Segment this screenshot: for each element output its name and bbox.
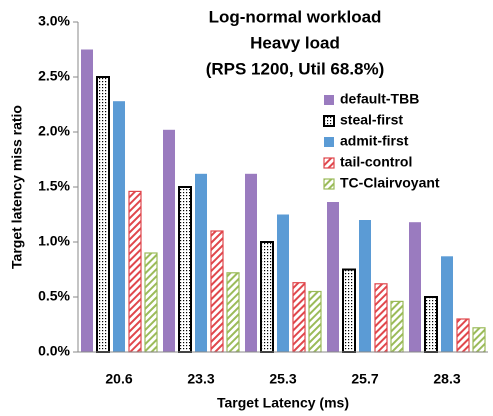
bar [128,190,142,353]
legend-swatch [324,137,334,147]
bar [472,327,486,353]
x-tick-label: 20.6 [105,371,132,387]
x-tick-label: 28.3 [433,371,460,387]
bar [277,214,289,352]
legend-label: tail-control [340,154,412,170]
legend-label: admit-first [340,133,409,149]
chart-title: (RPS 1200, Util 68.8%) [206,59,385,78]
bar [308,290,322,353]
y-tick-label: 1.5% [38,178,70,194]
bar [96,76,110,353]
legend-label: TC-Clairvoyant [340,175,440,191]
bar [163,129,175,352]
bar [424,296,438,353]
legend-swatch [324,95,334,105]
x-tick-label: 25.3 [269,371,296,387]
bar [374,283,388,353]
legend-box [318,88,488,202]
y-tick-label: 0.0% [38,343,70,359]
bar [292,282,306,353]
y-tick-label: 3.0% [38,13,70,29]
legend-label: steal-first [340,112,403,128]
bar [245,173,257,352]
chart-title: Log-normal workload [209,7,382,26]
x-axis-label: Target Latency (ms) [217,395,349,411]
legend-label: default-TBB [340,91,419,107]
bar [113,101,125,352]
legend-swatch [323,178,335,190]
y-tick-label: 2.0% [38,123,70,139]
bar [81,49,93,352]
chart-title: Heavy load [250,33,340,52]
legend-swatch [323,115,335,127]
bar [342,268,356,353]
x-tick-label: 25.7 [351,371,378,387]
legend-swatch [323,157,335,169]
y-tick-label: 0.5% [38,288,70,304]
y-axis-label: Target latency miss ratio [9,105,25,269]
bar [409,222,421,352]
y-tick-label: 1.0% [38,233,70,249]
bar [441,256,453,352]
bar [210,230,224,353]
y-tick-label: 2.5% [38,68,70,84]
bar [144,252,158,353]
bar [178,186,192,353]
bar [260,241,274,353]
bar [327,200,339,352]
bar [390,300,404,353]
x-tick-label: 23.3 [187,371,214,387]
bar [195,173,207,352]
bar [359,220,371,352]
bar [456,318,470,353]
bar [226,272,240,353]
